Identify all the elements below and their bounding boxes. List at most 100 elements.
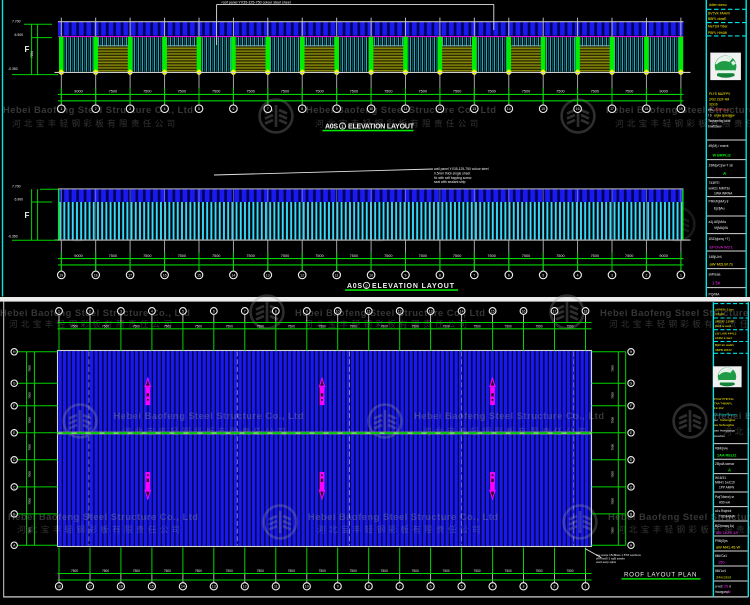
- svg-text:4: 4: [577, 273, 579, 277]
- svg-text:LP sMywPgqwrs: LP sMywPgqwrs: [714, 412, 737, 416]
- svg-text:7500: 7500: [381, 569, 388, 573]
- svg-text:BBPL vbrwE: BBPL vbrwE: [708, 17, 727, 21]
- svg-text:7500: 7500: [143, 254, 151, 258]
- svg-text:#9(M) / ewrnt: #9(M) / ewrnt: [709, 144, 729, 148]
- svg-text:1PP AMPk: 1PP AMPk: [719, 486, 735, 490]
- svg-text:8M/1w1: 8M/1w1: [715, 569, 726, 573]
- svg-text:7500: 7500: [474, 569, 481, 573]
- svg-text:Adler norwu: Adler norwu: [709, 3, 727, 7]
- svg-text:wall panel YX35-125-750 colour: wall panel YX35-125-750 colour steel: [434, 167, 489, 171]
- svg-text:7500: 7500: [257, 569, 264, 573]
- svg-text:7500: 7500: [625, 90, 633, 94]
- svg-text:12: 12: [398, 309, 402, 313]
- svg-text:河北宝丰轻钢彩板有限责任公司: 河北宝丰轻钢彩板有限责任公司: [123, 426, 290, 437]
- svg-text:7500: 7500: [195, 569, 202, 573]
- svg-text:F: F: [25, 211, 30, 220]
- svg-text:7500: 7500: [610, 527, 614, 534]
- svg-text:河北宝丰轻钢彩板有限责任公司: 河北宝丰轻钢彩板有限责任公司: [17, 524, 184, 535]
- svg-text:1: 1: [60, 107, 62, 111]
- svg-text:14: 14: [181, 585, 185, 589]
- svg-text:MM41 1wC19: MM41 1wC19: [715, 481, 735, 485]
- svg-text:18: 18: [584, 309, 588, 313]
- svg-text:7500: 7500: [226, 324, 233, 328]
- svg-text:7500: 7500: [535, 569, 542, 573]
- svg-text:3: 3: [120, 309, 122, 313]
- svg-text:Hebei Baofeng Steel Structure: Hebei Baofeng Steel Structure Co., Ltd: [414, 410, 604, 421]
- svg-text:EPOVA W2'1: EPOVA W2'1: [710, 245, 734, 250]
- svg-text:7500: 7500: [288, 569, 295, 573]
- svg-text:H: H: [13, 350, 16, 354]
- svg-text:ROOF LAYOUT PLAN: ROOF LAYOUT PLAN: [624, 571, 697, 578]
- svg-text:Hebei Baofeng Steel Structure: Hebei Baofeng Steel Structure Co., Ltd: [714, 410, 750, 421]
- svg-text:244M a 4w4: 244M a 4w4: [715, 336, 732, 340]
- svg-text:A0S: A0S: [325, 123, 338, 130]
- svg-text:河北宝丰轻钢彩板有限责任公司: 河北宝丰轻钢彩板有限责任公司: [617, 524, 750, 535]
- svg-text:VfjMAjVA: VfjMAjVA: [714, 226, 729, 230]
- svg-text:A: A: [630, 544, 633, 548]
- svg-text:6: 6: [232, 107, 234, 111]
- svg-text:10: 10: [336, 309, 340, 313]
- svg-text:jbw4 a wwd: jbw4 a wwd: [714, 324, 731, 328]
- svg-text:19: 19: [679, 107, 683, 111]
- svg-text:6.900: 6.900: [15, 33, 24, 37]
- svg-text:4: 4: [164, 107, 166, 111]
- svg-text:7500: 7500: [28, 471, 32, 478]
- svg-text:1 5#: 1 5#: [712, 281, 721, 286]
- svg-text:12-1b2: 12-1b2: [714, 406, 724, 410]
- svg-text:A: A: [13, 544, 16, 548]
- svg-text:7500: 7500: [28, 498, 32, 505]
- svg-text:7500: 7500: [102, 569, 109, 573]
- svg-text:7500: 7500: [625, 254, 633, 258]
- svg-text:C: C: [630, 485, 633, 489]
- svg-text:15: 15: [150, 585, 154, 589]
- svg-text:I b: I b: [708, 114, 712, 118]
- svg-text:7500: 7500: [384, 90, 392, 94]
- svg-text:6: 6: [213, 309, 215, 313]
- svg-text:aP/Rwd9 3 sqB awwbr: aP/Rwd9 3 sqB awwbr: [596, 557, 625, 561]
- svg-text:12: 12: [243, 585, 247, 589]
- svg-text:T4A T4MAPL: T4A T4MAPL: [714, 401, 733, 405]
- svg-text:7500: 7500: [505, 569, 512, 573]
- svg-text:5: 5: [182, 309, 184, 313]
- svg-text:5: 5: [198, 107, 200, 111]
- svg-text:seal with sealant strip: seal with sealant strip: [434, 180, 466, 184]
- svg-text:7500: 7500: [71, 569, 78, 573]
- svg-text:PLYS BAZFPV: PLYS BAZFPV: [709, 92, 731, 96]
- svg-text:hwfwngjbw: hwfwngjbw: [720, 418, 736, 422]
- svg-text:16: 16: [576, 107, 580, 111]
- svg-text:14: 14: [507, 107, 511, 111]
- svg-text:fix with self tapping screw: fix with self tapping screw: [434, 176, 472, 180]
- svg-text:6: 6: [430, 585, 432, 589]
- svg-text:7500: 7500: [164, 569, 171, 573]
- svg-text:2: 2: [89, 309, 91, 313]
- svg-text:6: 6: [508, 273, 510, 277]
- svg-text:河北宝丰轻钢彩板有限责任公司: 河北宝丰轻钢彩板有限责任公司: [723, 426, 750, 437]
- svg-text:7500: 7500: [178, 90, 186, 94]
- svg-text:T91MAjMA: T91MAjMA: [719, 515, 736, 519]
- svg-text:HB-: HB-: [708, 108, 714, 112]
- svg-text:ELEVATION LAYOUT: ELEVATION LAYOUT: [372, 283, 455, 290]
- svg-text:W BRPLIZ: W BRPLIZ: [713, 154, 732, 158]
- svg-text:15: 15: [197, 273, 201, 277]
- svg-text:4: 4: [492, 585, 494, 589]
- svg-text:河北宝丰轻钢彩板有限责任公司: 河北宝丰轻钢彩板有限责任公司: [317, 524, 484, 535]
- svg-text:7500: 7500: [556, 254, 564, 258]
- svg-text:1: 1: [341, 124, 344, 130]
- svg-text:0.5mm thick single sheet: 0.5mm thick single sheet: [434, 171, 470, 175]
- svg-text:7500: 7500: [319, 569, 326, 573]
- svg-text:13: 13: [472, 107, 476, 111]
- svg-text:B: B: [13, 512, 16, 516]
- svg-text:7500: 7500: [443, 324, 450, 328]
- svg-text:7: 7: [267, 107, 269, 111]
- svg-text:河北宝丰轻钢彩板有限责任公司: 河北宝丰轻钢彩板有限责任公司: [423, 426, 590, 437]
- svg-text:743RTl: 743RTl: [709, 181, 720, 185]
- svg-text:jwr: jwr: [713, 418, 718, 422]
- svg-text:Hebei Baofeng Steel Structure: Hebei Baofeng Steel Structure Co., Ltd: [8, 511, 198, 522]
- svg-text:14BjU/r4: 14BjU/r4: [709, 255, 722, 259]
- svg-text:LW LAW 444L2: LW LAW 444L2: [715, 331, 737, 335]
- svg-text:7500: 7500: [350, 324, 357, 328]
- svg-text:7500: 7500: [28, 417, 32, 424]
- svg-text:7500: 7500: [381, 324, 388, 328]
- svg-text:7500: 7500: [28, 392, 32, 399]
- svg-text:roof panel YX35-125-750 colour: roof panel YX35-125-750 colour steel she…: [222, 1, 291, 5]
